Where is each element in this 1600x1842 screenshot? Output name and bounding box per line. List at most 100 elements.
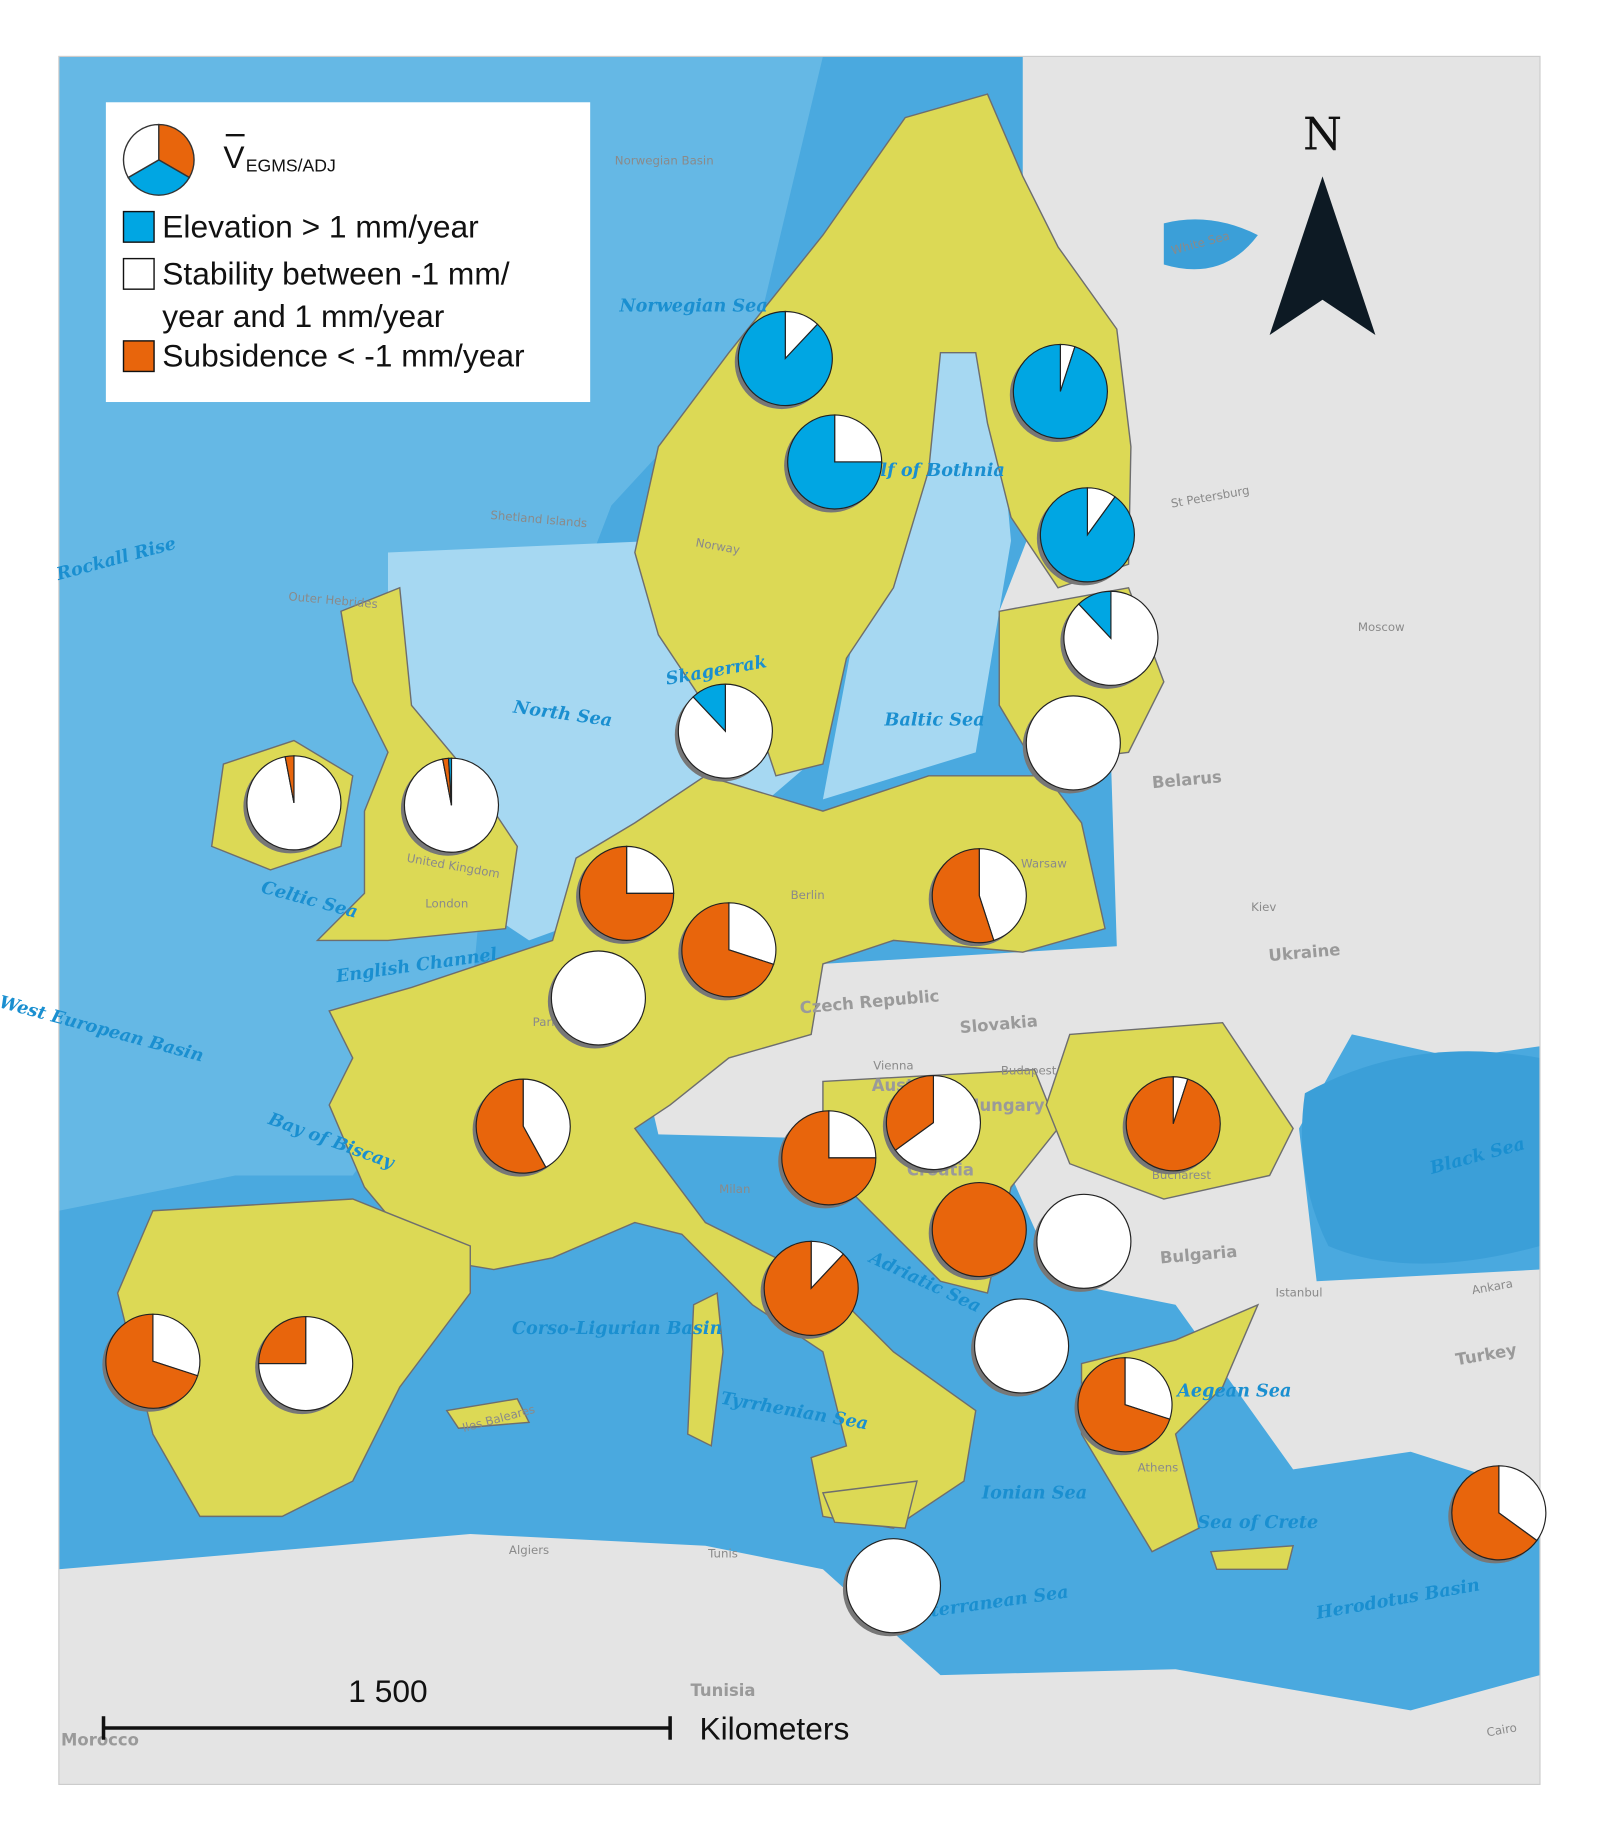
pie-slice: [475, 1078, 547, 1174]
map-label: Gulf of Bothnia: [853, 460, 1005, 481]
scale-distance: 1 500: [348, 1673, 427, 1709]
legend-icon: [122, 123, 195, 196]
map-label: Berlin: [791, 888, 825, 902]
pie-slice: [1125, 1076, 1221, 1172]
pie-slice: [728, 902, 777, 966]
north-arrow: [1269, 176, 1376, 336]
pie-slice: [447, 757, 453, 806]
map-label: Hungary: [966, 1096, 1045, 1115]
map-label: Algiers: [509, 1543, 549, 1557]
map-frame: [58, 55, 1541, 1785]
pie-charts: [102, 310, 1547, 1637]
map-label: Tunis: [707, 1547, 738, 1561]
pie: [1036, 487, 1136, 586]
pie: [472, 1078, 571, 1177]
scale-unit: Kilometers: [699, 1711, 849, 1747]
pie: [102, 1313, 201, 1412]
map-label: Istanbul: [1275, 1286, 1322, 1300]
map-label: Morocco: [61, 1731, 139, 1750]
map-label: Moscow: [1358, 620, 1405, 634]
map-label: Ionian Sea: [981, 1483, 1087, 1504]
legend-label: Subsidence < -1 mm/year: [162, 338, 525, 374]
pie: [243, 755, 342, 854]
pie-slice: [626, 845, 675, 894]
pie-slice: [973, 1298, 1070, 1394]
pie-slice: [737, 310, 833, 407]
legend-swatch: [122, 210, 155, 243]
pie-slice: [579, 845, 675, 941]
pie-slice: [258, 1315, 307, 1365]
pie-slice: [522, 1078, 571, 1169]
pie: [928, 848, 1027, 947]
map-label: Cairo: [1485, 1720, 1517, 1739]
north-label: N: [1303, 108, 1342, 160]
pie: [1074, 1357, 1173, 1456]
pie: [734, 310, 833, 410]
pie-slice: [931, 848, 995, 944]
map-label: Athens: [1138, 1461, 1179, 1475]
pie-slice: [1077, 590, 1112, 640]
pie-slice: [1039, 487, 1136, 583]
pie: [1122, 1076, 1221, 1175]
pie: [255, 1315, 354, 1415]
map-label: Warsaw: [1021, 857, 1067, 871]
pie-slice: [681, 902, 775, 998]
pie-slice: [550, 950, 647, 1046]
legend-symbol: V: [223, 139, 245, 175]
legend-items: Elevation > 1 mm/year Stability between -…: [122, 208, 525, 374]
legend-label: year and 1 mm/year: [162, 298, 444, 334]
pie-slice: [885, 1074, 935, 1152]
pie-slice: [845, 1538, 942, 1634]
pie-slice: [978, 848, 1027, 942]
pie-slice: [781, 1110, 877, 1206]
pie-slice: [1025, 695, 1121, 791]
pie: [778, 1110, 877, 1209]
pie-slice: [1077, 1357, 1171, 1453]
pie: [576, 845, 675, 944]
legend-label: Stability between -1 mm/: [162, 255, 509, 291]
legend-label: Elevation > 1 mm/year: [162, 208, 479, 244]
map-label: Vienna: [873, 1059, 913, 1073]
map-label: Kiev: [1251, 900, 1276, 914]
pie: [842, 1538, 942, 1637]
pie: [1022, 695, 1121, 794]
pie: [760, 1240, 859, 1339]
map-label: Corso-Ligurian Basin: [512, 1318, 722, 1339]
pie-slice: [834, 414, 883, 463]
pie-slice: [105, 1313, 199, 1409]
map-label: London: [425, 896, 468, 910]
map-label: Baltic Sea: [884, 709, 985, 730]
legend: V EGMS/ADJ Elevation > 1 mm/year Stabilit…: [105, 102, 591, 403]
pie: [674, 683, 773, 782]
map-label: Aegean Sea: [1175, 1380, 1291, 1401]
map-label: Sea of Crete: [1197, 1512, 1318, 1533]
pie: [1009, 343, 1108, 442]
pie-slice: [894, 1074, 982, 1171]
pie: [1033, 1193, 1132, 1292]
pie: [678, 902, 777, 1001]
legend-swatch: [122, 340, 155, 373]
pie-slice: [828, 1110, 877, 1159]
pie: [1448, 1465, 1547, 1564]
pie: [400, 757, 500, 856]
pie: [784, 414, 883, 513]
pie: [547, 950, 647, 1049]
pie: [1060, 590, 1159, 689]
map-label: Norwegian Basin: [615, 154, 714, 168]
pie-slice: [152, 1313, 201, 1377]
pie-slice: [1124, 1357, 1173, 1420]
pie-slice: [692, 683, 726, 733]
map-labels: Norwegian Sea Norwegian Basin Gulf of Both…: [0, 154, 1527, 1750]
map-label: Budapest: [1001, 1063, 1057, 1077]
pie-slice: [284, 755, 295, 803]
map-label: Tunisia: [691, 1681, 756, 1700]
pie: [971, 1298, 1070, 1397]
map-label: Norwegian Sea: [618, 296, 767, 317]
map-label: Milan: [719, 1182, 750, 1196]
pie-slice: [1451, 1465, 1538, 1561]
legend-subscript: EGMS/ADJ: [246, 156, 336, 176]
pie-slice: [1498, 1465, 1547, 1542]
pie-slice: [1036, 1193, 1132, 1289]
pie: [882, 1074, 982, 1174]
